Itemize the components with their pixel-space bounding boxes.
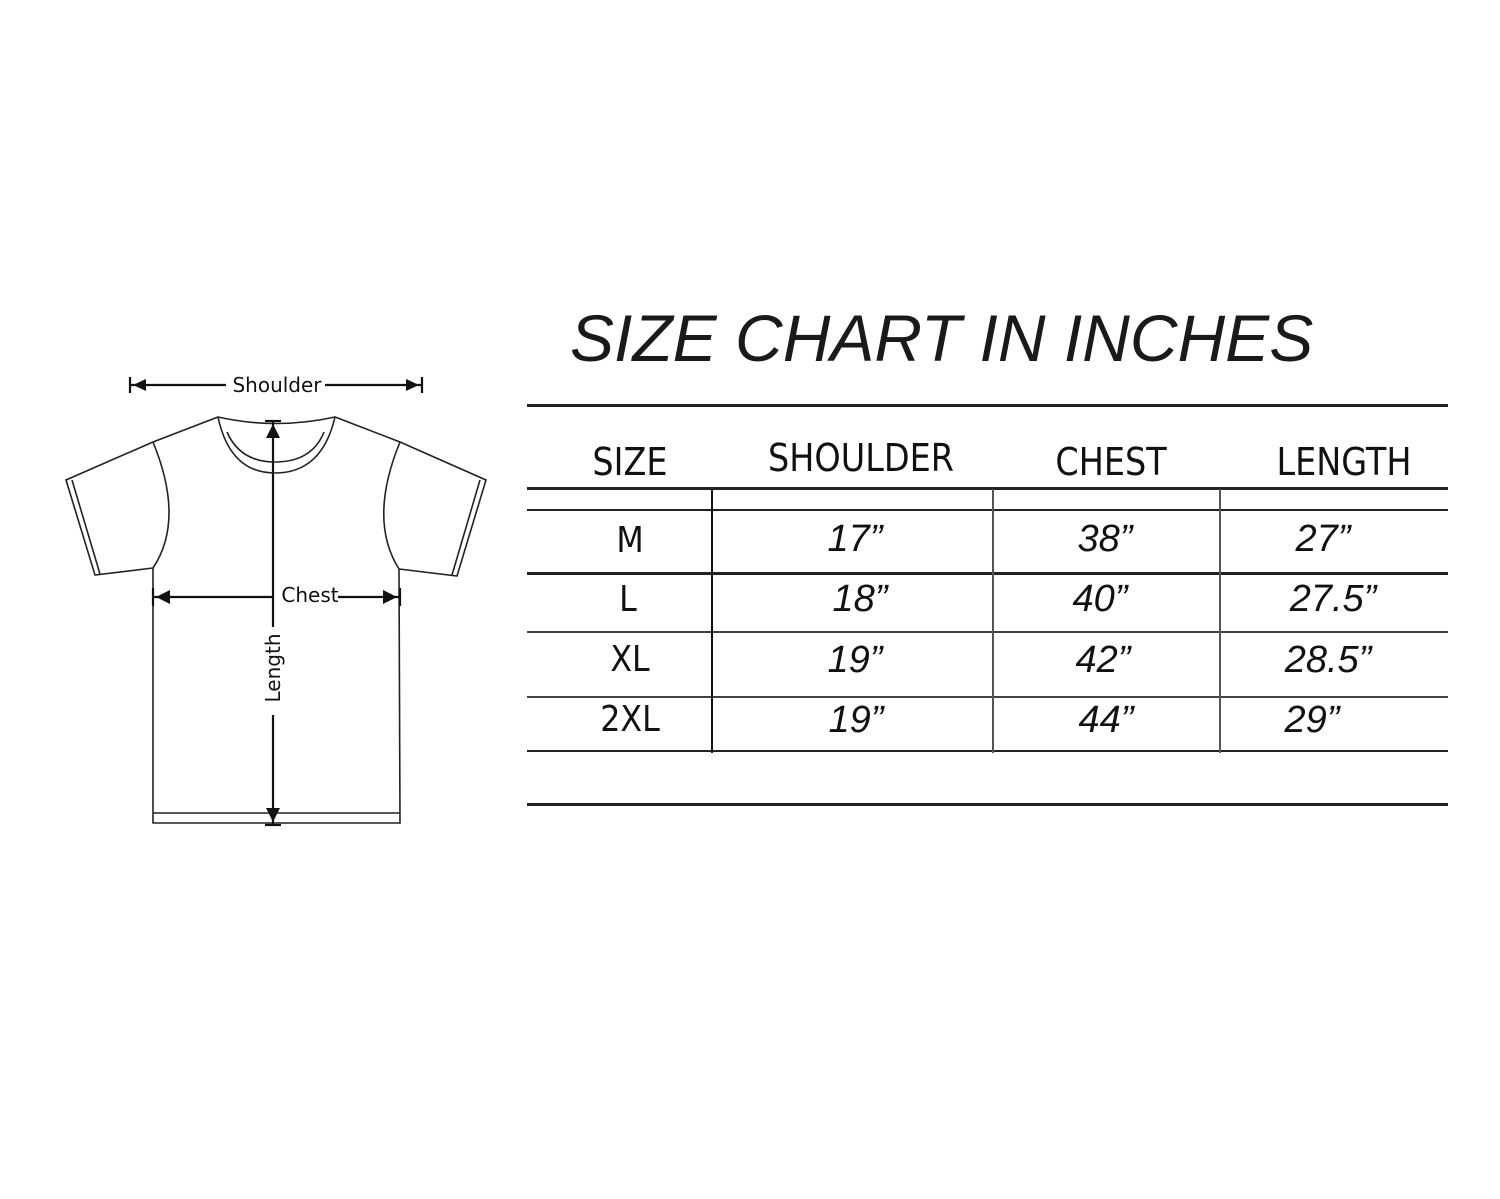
length-cell: 27.5”: [1289, 578, 1377, 620]
header-chest: CHEST: [1055, 440, 1167, 484]
column-divider: [992, 489, 994, 753]
table-rule: [527, 572, 1448, 575]
table-rule: [527, 487, 1448, 490]
table-rule: [527, 509, 1448, 511]
header-size: SIZE: [592, 440, 668, 484]
header-shoulder: SHOULDER: [768, 436, 954, 480]
shoulder-label: Shoulder: [232, 373, 322, 397]
measurement-arrows: [128, 377, 424, 827]
shoulder-cell: 18”: [832, 578, 888, 620]
column-divider: [1219, 489, 1221, 753]
header-length: LENGTH: [1276, 440, 1412, 484]
table-rule: [527, 631, 1448, 633]
size-cell: XL: [610, 639, 650, 680]
shoulder-cell: 19”: [827, 639, 883, 681]
chart-title: SIZE CHART IN INCHES: [570, 301, 1314, 375]
table-rule: [527, 750, 1448, 752]
size-cell: 2XL: [600, 699, 660, 740]
table-rule: [527, 803, 1448, 806]
size-cell: L: [619, 579, 637, 620]
length-cell: 27”: [1295, 518, 1351, 560]
chest-label: Chest: [281, 583, 338, 607]
chest-cell: 44”: [1078, 699, 1134, 741]
length-label: Length: [261, 634, 285, 703]
length-cell: 29”: [1284, 699, 1340, 741]
table-rule: [527, 696, 1448, 698]
length-cell: 28.5”: [1284, 639, 1372, 681]
shoulder-cell: 17”: [827, 518, 883, 560]
shoulder-cell: 19”: [828, 699, 884, 741]
chest-cell: 42”: [1075, 639, 1131, 681]
chest-cell: 38”: [1077, 518, 1133, 560]
column-divider: [711, 489, 713, 753]
chest-cell: 40”: [1072, 578, 1128, 620]
tshirt-outline: [65, 416, 487, 824]
size-cell: M: [616, 520, 644, 561]
table-rule: [527, 404, 1448, 407]
